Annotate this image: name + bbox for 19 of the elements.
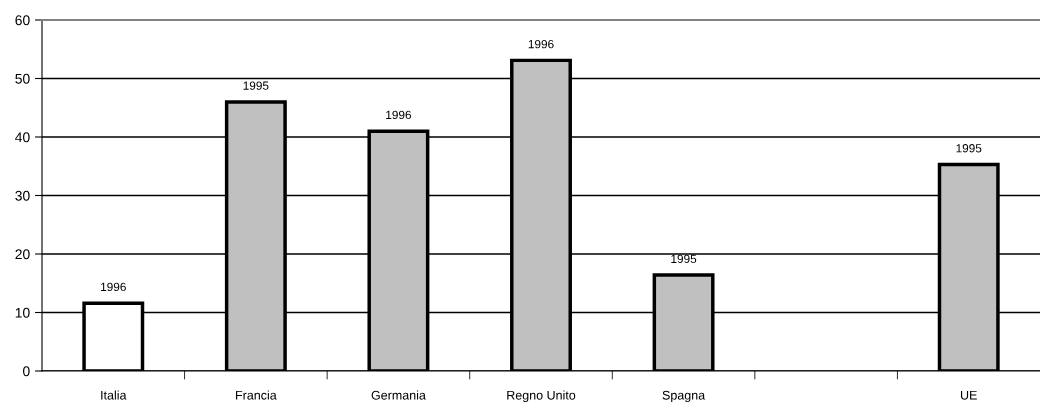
x-tick-label: Italia (101, 390, 127, 400)
y-tick-label: 0 (23, 366, 30, 377)
y-tick-label: 20 (15, 249, 30, 260)
x-tick-label: Spagna (662, 390, 706, 403)
x-tick-label: Francia (236, 390, 277, 400)
annotation: 1995 (671, 254, 697, 263)
x-tick-label: UE (961, 390, 977, 400)
annotation: 1995 (956, 144, 982, 153)
x-tick-label: Regno Unito (507, 390, 576, 403)
annotation: 1995 (243, 81, 269, 90)
x-tick-label: Germania (371, 390, 426, 400)
y-tick-label: 50 (15, 73, 30, 84)
y-tick-label: 10 (15, 307, 30, 318)
y-tick-label: 40 (15, 132, 30, 143)
y-tick-label: 60 (15, 15, 30, 26)
annotation: 1996 (101, 282, 126, 292)
annotation: 1996 (528, 39, 554, 49)
y-tick-label: 30 (15, 190, 30, 201)
annotation: 1996 (386, 110, 412, 120)
